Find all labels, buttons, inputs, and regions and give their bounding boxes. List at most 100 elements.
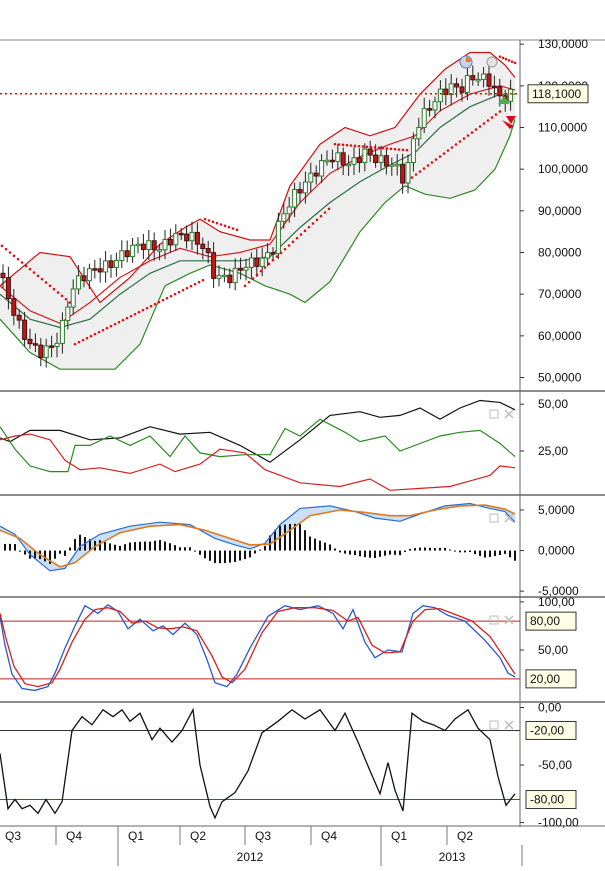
- quarter-label: Q2: [190, 829, 206, 843]
- level-tag-box: [525, 790, 577, 810]
- sar-dot: [60, 294, 64, 298]
- quarter-label: Q4: [66, 829, 82, 843]
- sar-dot: [153, 302, 157, 306]
- sar-dot: [36, 274, 40, 278]
- histogram-bar: [169, 543, 171, 551]
- sar-dot: [319, 214, 323, 218]
- williams-level-tag: -80,00: [525, 790, 577, 810]
- histogram-bar: [64, 550, 66, 556]
- sar-dot: [137, 310, 141, 314]
- minus-di-line: [0, 433, 516, 491]
- candle-body: [464, 75, 470, 93]
- histogram-bar: [54, 550, 56, 559]
- histogram-bar: [439, 548, 441, 551]
- histogram-bar: [299, 524, 301, 551]
- candle-body: [49, 345, 55, 348]
- histogram-bar: [269, 535, 271, 551]
- sar-dot: [235, 228, 239, 232]
- sar-dot: [259, 269, 263, 273]
- sar-dot: [458, 140, 462, 143]
- histogram-bar: [124, 544, 126, 551]
- histogram-bar: [44, 550, 46, 562]
- panel-close-icon: [504, 720, 514, 730]
- candle-body: [286, 206, 292, 215]
- sar-dot: [165, 296, 169, 300]
- sar-dot: [243, 284, 247, 288]
- sar-dot: [255, 273, 259, 277]
- candle-body: [22, 319, 28, 340]
- sar-dot: [201, 278, 205, 282]
- bollinger-band-area: [0, 52, 515, 370]
- candle-body: [497, 86, 503, 97]
- candle-body: [481, 73, 487, 80]
- candle-body: [378, 155, 384, 164]
- candle-body: [173, 232, 179, 246]
- sar-dot: [414, 173, 418, 176]
- sar-dot: [56, 291, 60, 294]
- candle-body: [389, 164, 395, 167]
- sar-dot: [251, 277, 255, 280]
- sar-dot: [501, 56, 505, 60]
- sar-dot: [145, 306, 149, 310]
- sar-dot: [389, 147, 393, 151]
- histogram-bar: [329, 544, 331, 551]
- sar-dot: [77, 340, 81, 344]
- macd-histogram: [4, 523, 516, 564]
- candle-body: [400, 163, 406, 184]
- panel-maximize-icon: [489, 409, 499, 419]
- candle-body: [157, 249, 163, 252]
- histogram-bar: [409, 548, 411, 551]
- histogram-bar: [249, 550, 251, 558]
- histogram-bar: [314, 538, 316, 551]
- y-tick-label: 60,0000: [538, 329, 582, 343]
- histogram-bar: [509, 550, 511, 558]
- candle-body: [232, 267, 238, 284]
- candle-body: [313, 172, 319, 177]
- candle-body: [254, 257, 260, 267]
- sar-dot: [373, 146, 377, 149]
- candle-body: [410, 138, 416, 163]
- y-tick-label: 110,0000: [538, 121, 587, 135]
- sar-dot: [498, 55, 502, 58]
- histogram-bar: [384, 550, 386, 556]
- sar-dot: [105, 326, 109, 330]
- candle-body: [151, 240, 157, 251]
- sar-dot: [40, 277, 44, 281]
- sar-dot: [125, 316, 129, 320]
- candle-body: [275, 220, 281, 255]
- event-marker-slice: [466, 57, 471, 62]
- candle-body: [97, 268, 103, 273]
- sar-dot: [203, 217, 207, 221]
- candle-body: [324, 159, 330, 163]
- plus-di-line: [0, 418, 516, 473]
- histogram-bar: [489, 550, 491, 558]
- candle-body: [162, 238, 168, 251]
- histogram-bar: [514, 550, 516, 561]
- sar-dot: [267, 262, 271, 266]
- y-tick-label: 25,00: [538, 444, 568, 458]
- candle-body: [135, 243, 141, 247]
- histogram-bar: [164, 541, 166, 551]
- candle-body: [270, 252, 276, 255]
- candle-body: [394, 163, 400, 167]
- histogram-bar: [419, 547, 421, 551]
- candle-body: [427, 108, 433, 111]
- sar-dot: [401, 148, 405, 152]
- histogram-bar: [209, 550, 211, 561]
- candle-body: [281, 213, 287, 222]
- sar-dot: [494, 113, 498, 116]
- histogram-bar: [459, 550, 461, 553]
- histogram-bar: [354, 550, 356, 556]
- histogram-bar: [9, 543, 11, 551]
- histogram-bar: [89, 539, 91, 551]
- histogram-bar: [444, 547, 446, 551]
- candle-body: [421, 108, 427, 128]
- candle-body: [11, 298, 17, 316]
- candle-body: [189, 231, 195, 242]
- quarter-label: Q4: [321, 829, 337, 843]
- histogram-bar: [469, 550, 471, 553]
- histogram-bar: [174, 545, 176, 551]
- candle-body: [243, 266, 249, 271]
- sar-dot: [211, 220, 215, 224]
